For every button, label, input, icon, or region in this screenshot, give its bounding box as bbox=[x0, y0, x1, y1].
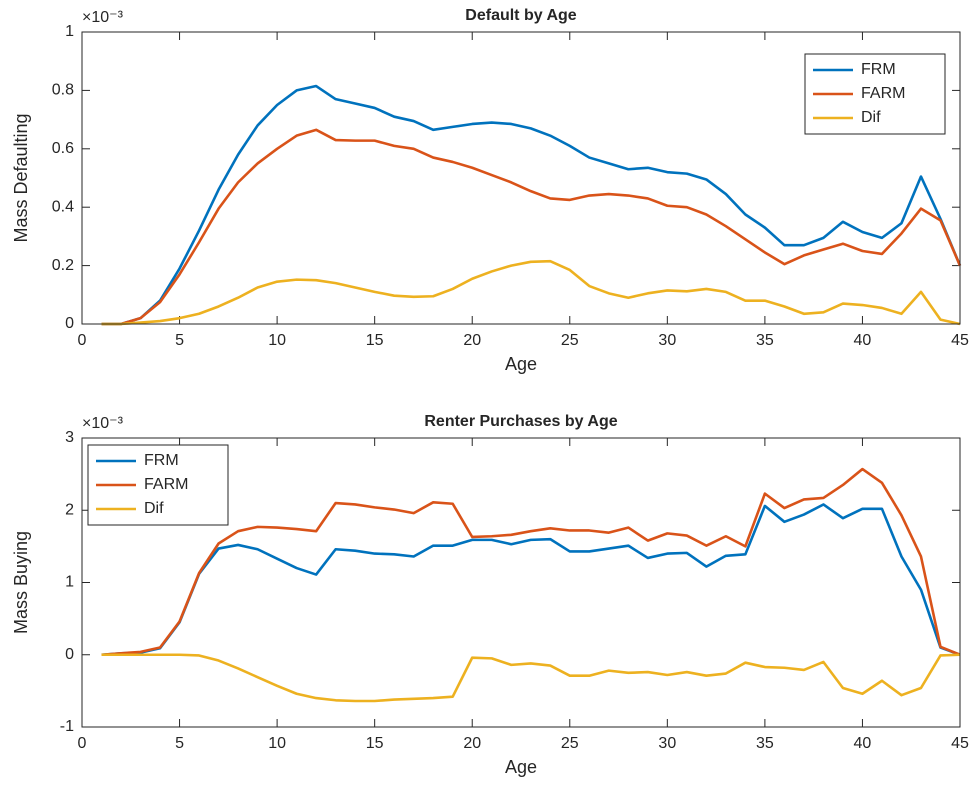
subplot: 0 5 10 15 20 25 30 35 40 45 0 0.2 0.4 0.6 0.8 1 ×10⁻³ Def… bbox=[11, 7, 969, 374]
x-tick-label: 40 bbox=[854, 735, 872, 752]
data-line bbox=[101, 653, 961, 703]
y-tick-label: 3 bbox=[65, 429, 74, 446]
y-tick-label: 0.2 bbox=[52, 257, 74, 274]
data-line bbox=[101, 503, 961, 657]
legend-label: FRM bbox=[144, 452, 179, 469]
x-tick-label: 0 bbox=[78, 332, 87, 349]
x-tick-label: 20 bbox=[463, 332, 481, 349]
x-tick-label: 20 bbox=[463, 735, 481, 752]
y-tick-label: 0.6 bbox=[52, 140, 74, 157]
x-tick-label: 35 bbox=[756, 735, 774, 752]
data-line bbox=[101, 259, 961, 326]
x-axis-label: Age bbox=[505, 757, 537, 777]
chart-title: Default by Age bbox=[465, 7, 577, 24]
y-axis-label: Mass Buying bbox=[11, 531, 31, 634]
y-tick-label: 0 bbox=[65, 315, 74, 332]
y-tick-label: -1 bbox=[60, 718, 74, 735]
data-line bbox=[101, 467, 961, 657]
x-axis-label: Age bbox=[505, 354, 537, 374]
y-tick-label: 1 bbox=[65, 574, 74, 591]
x-tick-label: 45 bbox=[951, 735, 969, 752]
x-tick-label: 5 bbox=[175, 332, 184, 349]
x-tick-label: 45 bbox=[951, 332, 969, 349]
axes-box bbox=[81, 437, 961, 728]
x-tick-label: 30 bbox=[658, 332, 676, 349]
y-multiplier: ×10⁻³ bbox=[82, 9, 124, 26]
data-line bbox=[101, 128, 962, 326]
y-multiplier: ×10⁻³ bbox=[82, 415, 124, 432]
axes-box bbox=[81, 31, 961, 325]
chart-title: Renter Purchases by Age bbox=[424, 413, 617, 430]
legend-label: FARM bbox=[144, 476, 188, 493]
x-tick-label: 40 bbox=[854, 332, 872, 349]
x-tick-label: 30 bbox=[658, 735, 676, 752]
x-tick-label: 10 bbox=[268, 332, 286, 349]
legend: FRM FARM Dif bbox=[87, 444, 229, 526]
y-tick-label: 0.8 bbox=[52, 82, 74, 99]
x-tick-label: 25 bbox=[561, 332, 579, 349]
legend: FRM FARM Dif bbox=[804, 53, 946, 135]
x-tick-label: 10 bbox=[268, 735, 286, 752]
legend-label: FARM bbox=[861, 85, 905, 102]
legend-label: Dif bbox=[861, 109, 881, 126]
x-tick-label: 0 bbox=[78, 735, 87, 752]
x-tick-label: 5 bbox=[175, 735, 184, 752]
x-tick-label: 35 bbox=[756, 332, 774, 349]
legend-label: FRM bbox=[861, 61, 896, 78]
y-tick-label: 0 bbox=[65, 646, 74, 663]
x-tick-label: 25 bbox=[561, 735, 579, 752]
legend-label: Dif bbox=[144, 500, 164, 517]
y-tick-label: 2 bbox=[65, 501, 74, 518]
x-tick-label: 15 bbox=[366, 332, 384, 349]
y-tick-label: 1 bbox=[65, 23, 74, 40]
y-tick-label: 0.4 bbox=[52, 198, 74, 215]
x-tick-label: 15 bbox=[366, 735, 384, 752]
data-line bbox=[101, 84, 962, 326]
y-axis-label: Mass Defaulting bbox=[11, 113, 31, 242]
